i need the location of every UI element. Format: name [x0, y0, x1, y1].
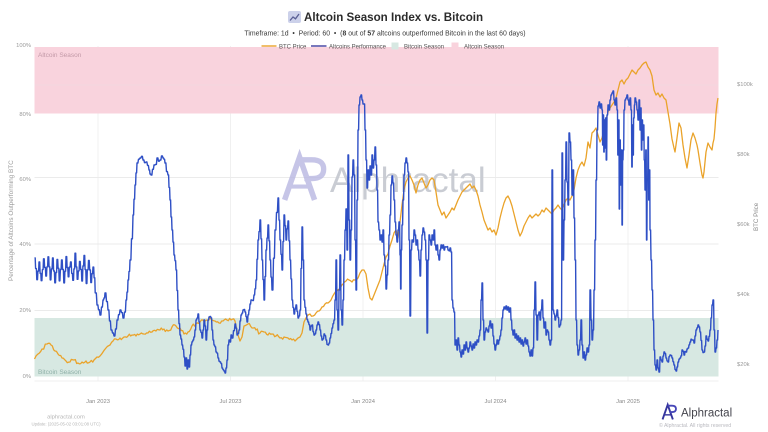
svg-text:Jan 2025: Jan 2025: [616, 399, 640, 405]
svg-text:60%: 60%: [19, 177, 31, 183]
svg-text:$100k: $100k: [737, 82, 753, 88]
svg-text:40%: 40%: [19, 242, 31, 248]
svg-text:80%: 80%: [19, 112, 31, 118]
svg-text:$40k: $40k: [737, 292, 750, 298]
svg-text:$20k: $20k: [737, 362, 750, 368]
svg-text:alphractal.com: alphractal.com: [47, 415, 85, 421]
svg-text:Altcoin Season Index vs. Bitco: Altcoin Season Index vs. Bitcoin: [304, 11, 483, 24]
svg-text:Jul 2024: Jul 2024: [485, 399, 508, 405]
svg-text:Jan 2024: Jan 2024: [351, 399, 376, 405]
svg-text:Altcoin Season: Altcoin Season: [464, 44, 504, 50]
svg-text:Update: (2025-05-02 03:01:08 U: Update: (2025-05-02 03:01:08 UTC): [31, 422, 101, 427]
svg-text:$60k: $60k: [737, 222, 750, 228]
svg-text:BTC Price: BTC Price: [279, 44, 307, 50]
svg-text:Percentage of Altcoins Outperf: Percentage of Altcoins Outperforming BTC: [8, 160, 15, 281]
svg-text:Alphractal: Alphractal: [681, 408, 732, 420]
svg-text:Timeframe: 1d • Period: 60: Timeframe: 1d • Period: 60 • (8 out of 5…: [244, 31, 525, 38]
svg-text:Altcoin Season: Altcoin Season: [38, 52, 82, 59]
svg-text:Jul 2023: Jul 2023: [220, 399, 242, 405]
svg-text:Bitcoin Season: Bitcoin Season: [404, 44, 444, 50]
svg-text:0%: 0%: [23, 374, 31, 380]
svg-text:20%: 20%: [19, 308, 31, 314]
svg-text:BTC Price: BTC Price: [753, 202, 760, 231]
svg-text:Altcoins Performance: Altcoins Performance: [329, 44, 387, 50]
svg-text:© Alphractal. All rights reser: © Alphractal. All rights reserved: [659, 422, 731, 429]
svg-text:100%: 100%: [16, 43, 31, 49]
svg-text:Bitcoin Season: Bitcoin Season: [38, 369, 82, 376]
svg-text:$80k: $80k: [737, 152, 750, 158]
svg-text:Jan 2023: Jan 2023: [86, 399, 110, 405]
